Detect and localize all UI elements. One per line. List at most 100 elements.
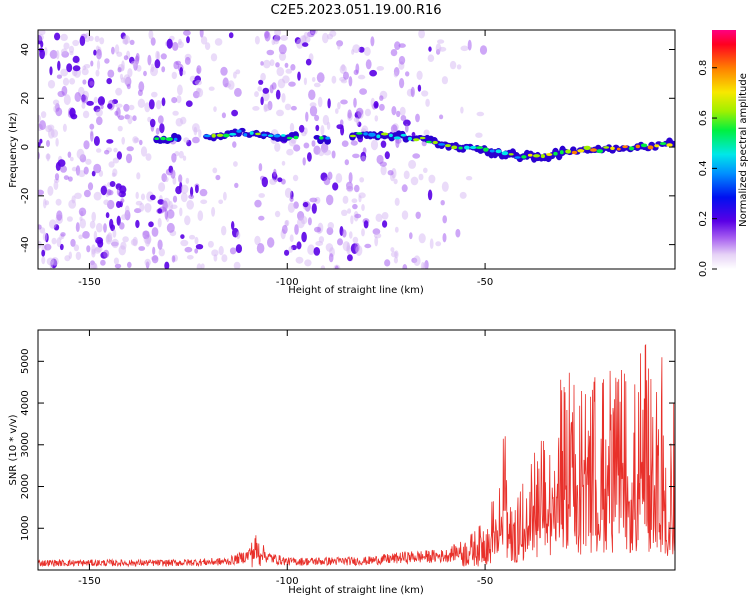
speckle-blob	[337, 238, 343, 246]
speckle-blob	[151, 227, 159, 237]
speckle-blob	[266, 49, 275, 56]
speckle-blob	[166, 222, 175, 233]
speckle-blob	[254, 199, 262, 208]
speckle-blob	[365, 59, 372, 70]
ridge-core	[444, 144, 451, 148]
speckle-blob	[309, 197, 318, 203]
speckle-blob	[370, 36, 375, 47]
speckle-blob	[78, 207, 87, 217]
speckle-blob	[347, 109, 352, 119]
speckle-blob	[346, 245, 351, 255]
speckle-blob	[69, 156, 74, 162]
speckle-blob	[200, 263, 205, 269]
speckle-blob	[142, 230, 150, 240]
speckle-blob	[394, 41, 401, 50]
speckle-blob	[227, 80, 235, 90]
speckle-blob	[157, 115, 164, 124]
speckle-blob	[49, 66, 53, 76]
x-tick-label: -100	[276, 576, 299, 587]
speckle-blob	[55, 137, 59, 147]
speckle-blob	[55, 107, 63, 117]
speckle-blob	[276, 67, 285, 77]
speckle-blob	[364, 108, 371, 117]
speckle-blob	[296, 241, 302, 250]
speckle-blob	[351, 198, 358, 203]
speckle-blob	[117, 67, 122, 73]
ridge-core	[508, 153, 514, 156]
speckle-blob	[307, 152, 312, 162]
speckle-blob	[274, 210, 281, 218]
speckle-blob	[314, 226, 321, 233]
speckle-blob	[260, 61, 264, 66]
colorbar: 0.0 0.2 0.4 0.6 0.8 Normalized spectral ampl…	[698, 30, 749, 277]
speckle-blob	[179, 207, 183, 217]
speckle-blob	[68, 45, 75, 54]
ridge-core	[376, 134, 381, 139]
speckle-blob	[233, 71, 237, 79]
speckle-blob	[105, 212, 110, 219]
speckle-blob	[132, 236, 138, 247]
speckle-blob	[223, 191, 227, 201]
speckle-blob	[262, 91, 270, 102]
speckle-blob	[264, 104, 271, 112]
speckle-blob	[100, 104, 104, 110]
speckle-blob	[346, 184, 354, 193]
speckle-blob	[165, 176, 169, 182]
speckle-blob	[79, 35, 86, 47]
speckle-blob	[100, 259, 106, 266]
speckle-blob	[151, 255, 159, 264]
speckle-blob	[287, 202, 295, 213]
speckle-blob	[109, 218, 114, 229]
speckle-blob	[41, 256, 46, 265]
speckle-blob	[158, 248, 165, 257]
speckle-blob	[91, 170, 96, 177]
speckle-blob	[455, 228, 461, 238]
speckle-blob	[72, 55, 80, 64]
speckle-blob	[379, 95, 384, 101]
speckle-blob	[47, 185, 54, 196]
speckle-blob	[394, 250, 399, 259]
speckle-blob	[76, 148, 85, 160]
speckle-blob	[115, 87, 123, 96]
speckle-blob	[81, 102, 86, 109]
speckle-blob	[479, 45, 488, 55]
speckle-blob	[307, 244, 315, 255]
speckle-blob	[411, 131, 416, 138]
ridge-core	[261, 133, 268, 137]
speckle-blob	[47, 124, 55, 131]
speckle-blob	[171, 71, 177, 80]
speckle-blob	[313, 82, 321, 88]
speckle-blob	[74, 92, 82, 102]
speckle-blob	[263, 59, 271, 69]
speckle-blob	[180, 184, 189, 194]
speckle-blob	[390, 124, 398, 134]
speckle-blob	[106, 189, 112, 196]
speckle-blob	[151, 91, 158, 98]
speckle-blob	[116, 215, 121, 226]
speckle-blob	[418, 30, 425, 39]
speckle-blob	[356, 107, 364, 116]
speckle-blob	[47, 79, 56, 89]
speckle-blob	[254, 91, 259, 98]
speckle-blob	[348, 172, 353, 183]
speckle-blob	[235, 69, 241, 75]
speckle-blob	[194, 79, 202, 86]
speckle-blob	[427, 54, 435, 62]
speckle-blob	[56, 210, 63, 221]
speckle-blob	[343, 71, 349, 80]
speckle-blob	[416, 70, 423, 81]
spectrogram-y-ticks: -40 -20 0 20 40	[20, 43, 675, 253]
speckle-blob	[382, 220, 388, 228]
speckle-blob	[316, 72, 325, 83]
speckle-blob	[405, 123, 409, 133]
speckle-blob	[93, 230, 98, 241]
ridge-core	[243, 133, 248, 137]
speckle-blob	[161, 66, 166, 73]
speckle-blob	[364, 243, 372, 249]
speckle-blob	[298, 124, 305, 133]
speckle-blob	[176, 95, 182, 104]
speckle-blob	[135, 219, 140, 229]
speckle-blob	[185, 100, 193, 107]
ridge-core	[540, 154, 546, 159]
speckle-blob	[171, 153, 177, 163]
